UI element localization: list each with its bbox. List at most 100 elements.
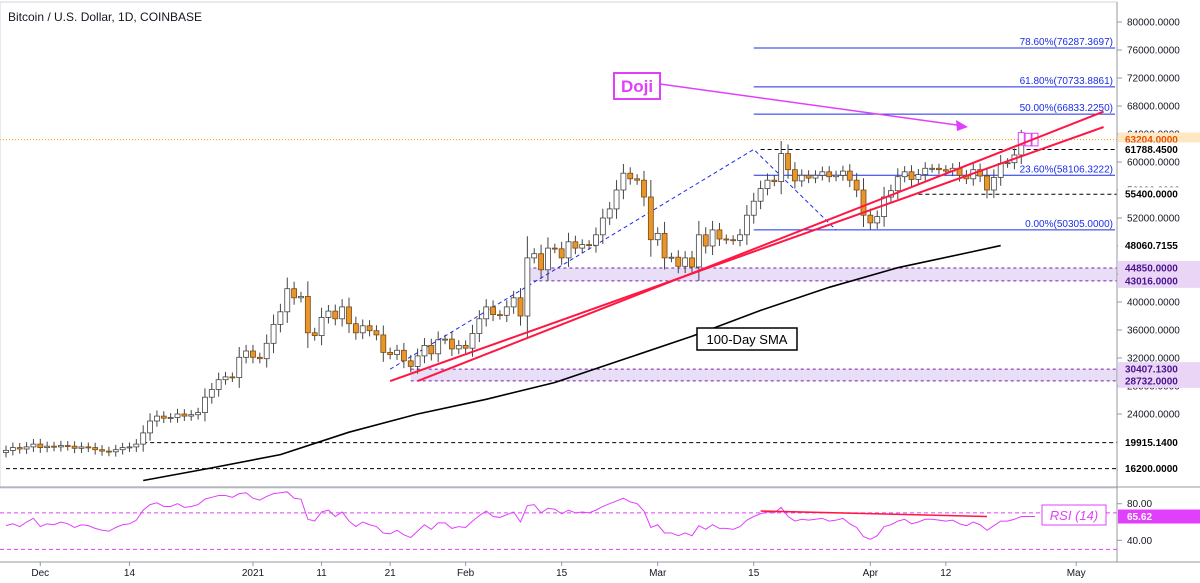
candle-body (64, 445, 71, 447)
candle-body (167, 417, 174, 419)
candle-body (99, 449, 105, 452)
candle-body (997, 162, 1004, 178)
candle-body (627, 172, 634, 180)
level-label-bg (1118, 261, 1200, 276)
fib-label: 61.80%(70733.8861) (1020, 76, 1113, 87)
candle-body (476, 318, 483, 334)
candle-body (85, 446, 92, 449)
candle-body (243, 350, 250, 358)
candle-body (51, 445, 57, 448)
rsi-tick-label: 80.00 (1127, 499, 1152, 510)
candle-body (208, 389, 215, 398)
candle-body (154, 415, 160, 422)
candle-body (572, 241, 579, 249)
rsi-label-box (1041, 504, 1107, 526)
sma-label-box (696, 327, 798, 351)
fib-label: 0.00%(50305.0000) (1025, 219, 1113, 230)
candle-body (250, 350, 256, 358)
candle-body (30, 443, 37, 448)
x-tick-label: 15 (556, 568, 568, 579)
y-tick-label: 36000.0000 (1127, 326, 1180, 337)
candle-body (503, 306, 510, 316)
candle-body (771, 179, 778, 182)
candle-body (497, 314, 503, 317)
rsi-divergence-line (760, 510, 987, 518)
candle-body (160, 415, 167, 419)
candle-body (524, 257, 531, 317)
candle-body (716, 229, 723, 240)
candle-body (510, 297, 517, 308)
candle-body (647, 196, 654, 241)
candle-body (819, 171, 826, 176)
level-label: 16200.0000 (1125, 464, 1178, 475)
candle-body (764, 179, 771, 189)
level-label-bg (1118, 373, 1200, 388)
rsi-line (5, 491, 1035, 540)
candle-body (737, 234, 743, 241)
candle-body (901, 171, 908, 178)
candle-body (908, 171, 915, 180)
candle-body (469, 333, 476, 349)
candle-body (229, 376, 236, 379)
candle-body (421, 344, 428, 357)
candle-body (558, 248, 565, 259)
y-tick-label: 80000.0000 (1127, 18, 1180, 29)
candle-body (894, 176, 901, 192)
candle-body (442, 338, 448, 341)
x-tick-label: 2021 (242, 568, 265, 579)
candle-body (826, 171, 833, 178)
sma-label: 100-Day SMA (707, 332, 788, 347)
candle-body (71, 445, 78, 449)
rsi-tick-label: 40.00 (1127, 536, 1152, 547)
candle-body (682, 257, 689, 267)
candle-body (428, 344, 435, 355)
candle-body (126, 446, 133, 449)
candle-body (366, 325, 373, 332)
candle-body (586, 244, 592, 247)
candle-body (565, 241, 572, 259)
candle-body (222, 376, 229, 381)
candle-body (346, 306, 352, 325)
candle-body (929, 167, 935, 170)
candle-body (380, 334, 387, 353)
candle-body (641, 179, 647, 198)
fib-label: 78.60%(76287.3697) (1020, 37, 1113, 48)
candle-body (606, 208, 613, 219)
level-label: 61788.4500 (1125, 145, 1178, 156)
candle-body (743, 214, 750, 236)
candle-body (256, 356, 263, 360)
candle-body (531, 253, 538, 259)
candle-body (661, 232, 668, 259)
candle-body (812, 174, 819, 179)
candle-body (119, 447, 126, 451)
candle-body (936, 167, 942, 171)
candle-body (181, 413, 188, 417)
candle-body (915, 174, 922, 180)
candle-body (702, 234, 709, 247)
x-tick-label: 21 (385, 568, 397, 579)
candle-body (785, 153, 791, 171)
doji-candle-highlight (1017, 132, 1025, 146)
level-label-bg (1118, 273, 1200, 288)
candle-body (517, 297, 524, 317)
candle-body (263, 342, 270, 360)
candle-body (990, 176, 997, 191)
candle-body (284, 288, 291, 313)
x-tick-label: Mar (649, 568, 667, 579)
rsi-label: RSI (14) (1050, 508, 1098, 523)
doji-arrow-head (956, 120, 968, 131)
fib-swing-line (389, 148, 837, 370)
chart-title: Bitcoin / U.S. Dollar, 1D, COINBASE (8, 10, 202, 24)
level-label-bg (1118, 461, 1200, 476)
candle-body (106, 450, 112, 453)
x-tick-label: 11 (316, 568, 327, 579)
candle-body (840, 170, 846, 176)
candle-body (92, 447, 99, 451)
candle-body (298, 295, 304, 299)
y-tick-label: 32000.0000 (1127, 354, 1180, 365)
candle-body (922, 167, 929, 176)
candle-body (675, 256, 682, 267)
rsi-value-bg (1118, 509, 1200, 524)
y-tick-label: 68000.0000 (1127, 102, 1180, 113)
